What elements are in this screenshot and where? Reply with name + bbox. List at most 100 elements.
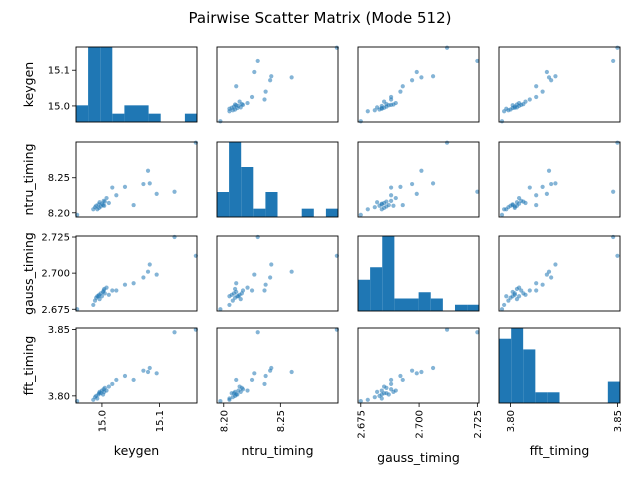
panel-keygen-vs-ntru_timing <box>216 45 339 124</box>
scatter-point <box>398 89 403 94</box>
y-axis-label: gauss_timing <box>21 232 36 315</box>
scatter-point <box>104 195 109 201</box>
panel-frame <box>357 46 480 123</box>
y-tick-label: 3.80 <box>48 391 70 402</box>
scatter-point <box>549 181 554 187</box>
scatter-point <box>506 298 511 303</box>
scatter-point <box>218 399 223 404</box>
panel-frame <box>498 141 621 218</box>
scatter-point <box>516 285 522 290</box>
scatter-point <box>268 78 273 83</box>
scatter-point <box>172 234 177 240</box>
scatter-point <box>145 269 151 274</box>
scatter-point <box>382 200 387 206</box>
scatter-point <box>372 108 377 113</box>
scatter-point <box>263 282 268 287</box>
scatter-point <box>141 181 146 187</box>
scatter-point <box>237 99 242 104</box>
scatter-point <box>611 58 616 64</box>
scatter-point <box>534 288 539 293</box>
scatter-point <box>523 200 528 206</box>
scatter-point <box>218 307 223 312</box>
scatter-point <box>255 234 260 240</box>
scatter-point <box>389 198 394 203</box>
histogram-bar <box>535 392 548 403</box>
scatter-point <box>365 207 370 212</box>
scatter-point <box>398 184 403 189</box>
scatter-point <box>145 168 151 173</box>
scatter-point <box>475 330 480 335</box>
scatter-point <box>269 74 274 79</box>
scatter-point <box>234 281 239 286</box>
scatter-point <box>615 45 620 50</box>
scatter-point <box>147 365 152 371</box>
scatter-point <box>110 185 115 190</box>
scatter-point <box>400 202 405 208</box>
scatter-point <box>414 371 419 376</box>
scatter-point <box>534 281 539 286</box>
y-tick-label: 2.675 <box>41 305 70 316</box>
scatter-point <box>527 185 532 190</box>
scatter-point <box>147 181 152 186</box>
scatter-point <box>523 99 528 104</box>
panel-keygen-vs-fft_timing <box>498 45 621 124</box>
histogram-bar <box>358 279 371 311</box>
histogram-bar <box>241 167 254 217</box>
panel-ntru_timing-vs-ntru_timing <box>216 141 339 218</box>
scatter-point <box>510 289 515 295</box>
panel-ntru_timing-vs-keygen <box>75 140 198 218</box>
scatter-point <box>419 369 424 375</box>
histogram-bar <box>325 208 338 217</box>
scatter-point <box>514 297 520 302</box>
histogram-bar <box>229 142 242 217</box>
panel-grid: 15.0 15.1 keygen 8.20 8.25 ntru_timing 2.675 2.… <box>21 45 624 465</box>
scatter-point <box>504 294 509 299</box>
histogram-bar <box>430 298 443 311</box>
scatter-point <box>122 282 128 287</box>
scatter-point <box>611 234 616 240</box>
scatter-point <box>611 189 616 194</box>
scatter-point <box>232 286 238 292</box>
scatter-point <box>255 58 260 64</box>
scatter-point <box>154 371 159 376</box>
y-tick-label: 15.0 <box>48 101 70 112</box>
scatter-point <box>230 298 235 303</box>
panel-frame <box>498 327 621 404</box>
y-axis-label: ntru_timing <box>21 143 36 215</box>
scatter-point <box>106 200 111 206</box>
scatter-point <box>615 253 620 258</box>
scatter-point <box>234 377 239 383</box>
x-tick-label: 2.675 <box>356 410 367 439</box>
histogram-bar <box>148 113 161 122</box>
scatter-point <box>262 381 267 387</box>
scatter-point <box>414 69 419 75</box>
panel-gauss_timing-vs-gauss_timing <box>357 235 480 312</box>
scatter-point <box>131 377 136 383</box>
panel-frame <box>216 141 339 218</box>
scatter-point <box>97 297 102 302</box>
panel-frame <box>357 327 480 404</box>
scatter-point <box>172 189 177 194</box>
scatter-point <box>419 75 424 80</box>
scatter-point <box>102 203 107 208</box>
scatter-point <box>106 292 111 297</box>
histogram-bar <box>100 47 113 122</box>
panel-fft_timing-vs-keygen <box>75 327 198 404</box>
scatter-point <box>409 181 415 187</box>
scatter-point <box>400 377 405 383</box>
scatter-point <box>391 203 396 208</box>
scatter-point <box>91 302 96 308</box>
scatter-point <box>263 373 268 379</box>
scatter-point <box>114 288 119 293</box>
scatter-point <box>389 193 394 198</box>
scatter-point <box>409 78 415 83</box>
scatter-point <box>245 285 250 290</box>
scatter-point <box>393 388 398 393</box>
x-tick-label: 2.725 <box>473 410 484 439</box>
scatter-point <box>262 97 267 102</box>
panel-gauss_timing-vs-ntru_timing <box>216 234 339 312</box>
scatter-point <box>236 388 241 393</box>
y-tick-label: 2.725 <box>41 233 70 244</box>
scatter-point <box>95 396 100 401</box>
scatter-point <box>262 288 267 293</box>
